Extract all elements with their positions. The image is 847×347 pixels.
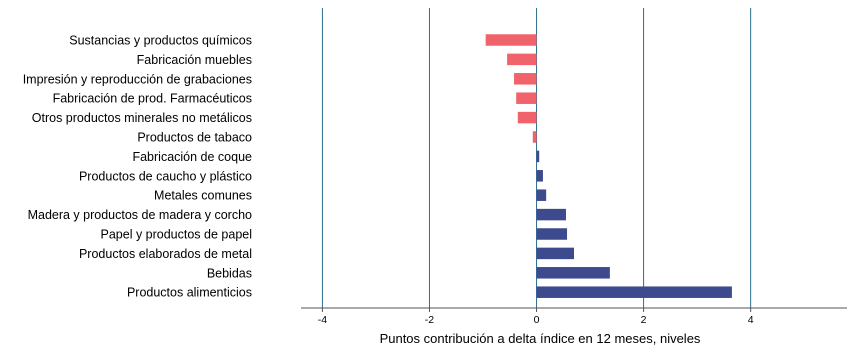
bar (517, 111, 537, 124)
x-tick-label: 4 (748, 314, 754, 326)
category-label: Productos alimenticios (127, 286, 252, 300)
bar (532, 131, 537, 143)
x-tick-labels: -4 -2 0 2 4 (318, 308, 754, 326)
category-label: Papel y productos de papel (101, 228, 253, 242)
x-axis-title: Puntos contribución a delta índice en 12… (380, 331, 701, 346)
category-label: Bebidas (207, 266, 252, 280)
bar (536, 247, 574, 260)
bar (536, 267, 610, 279)
category-label: Fabricación muebles (137, 53, 252, 67)
category-labels: Sustancias y productos químicos Fabricaci… (23, 34, 252, 300)
category-label: Productos de caucho y plástico (79, 169, 252, 183)
bar (485, 34, 537, 46)
bar (516, 92, 537, 104)
category-label: Productos elaborados de metal (79, 247, 252, 261)
category-label: Madera y productos de madera y corcho (28, 208, 252, 222)
bar (514, 73, 537, 85)
category-label: Impresión y reproducción de grabaciones (23, 72, 252, 86)
category-label: Fabricación de prod. Farmacéuticos (53, 92, 252, 106)
bar (507, 53, 537, 66)
bar (536, 228, 568, 240)
bar (536, 208, 566, 221)
category-label: Otros productos minerales no metálicos (32, 111, 252, 125)
bar (536, 189, 547, 201)
x-tick-label: 2 (641, 314, 647, 326)
category-label: Fabricación de coque (132, 150, 252, 164)
bars (485, 34, 732, 298)
x-tick-label: -2 (425, 314, 434, 326)
category-label: Productos de tabaco (137, 131, 252, 145)
bar (536, 150, 540, 163)
bar (536, 286, 732, 298)
category-label: Sustancias y productos químicos (69, 34, 252, 48)
category-label: Metales comunes (154, 189, 252, 203)
bar (536, 170, 543, 182)
x-tick-label: -4 (318, 314, 327, 326)
x-tick-label: 0 (534, 314, 540, 326)
